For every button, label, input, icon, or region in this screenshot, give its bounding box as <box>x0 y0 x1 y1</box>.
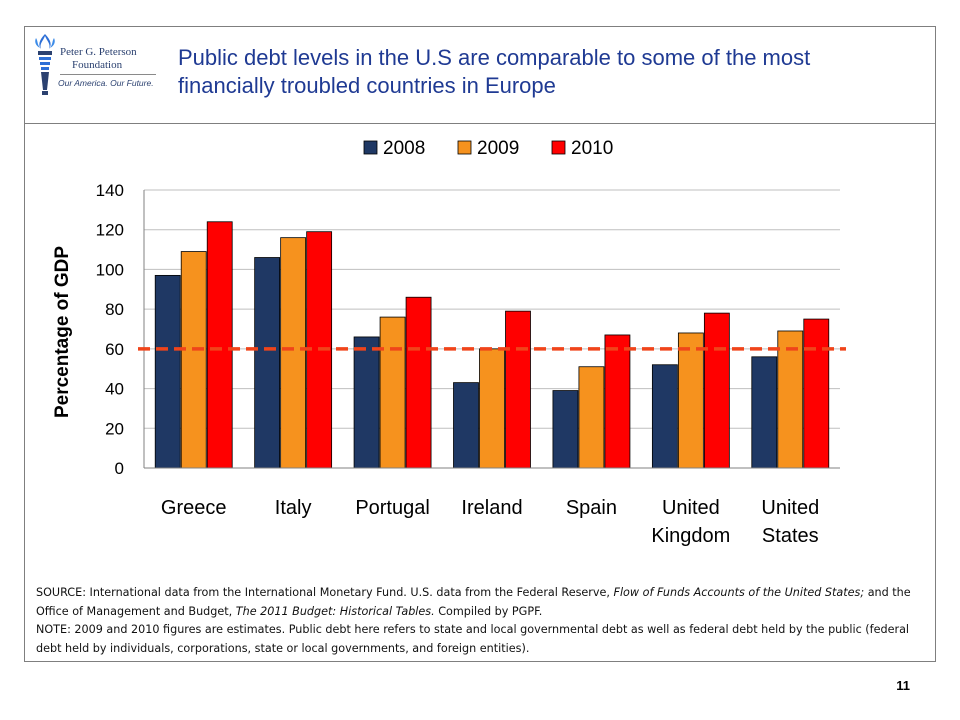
legend-label-2009: 2009 <box>477 138 519 159</box>
y-tick-label: 20 <box>105 419 124 438</box>
bar-2010-united-states <box>803 318 830 469</box>
bar-2008-greece <box>154 274 181 469</box>
logo-divider <box>60 74 156 75</box>
bar-2010-ireland <box>505 310 531 469</box>
x-tick-label: States <box>762 525 819 547</box>
y-tick-labels: 0 20 40 60 80 100 120 140 <box>96 181 124 478</box>
legend-label-2010: 2010 <box>571 138 613 159</box>
source-part-1: SOURCE: International data from the Inte… <box>36 586 614 599</box>
x-tick-label: Portugal <box>355 497 430 519</box>
x-tick-label: Italy <box>275 497 312 519</box>
bar-2009-united-kingdom <box>677 332 704 469</box>
logo-tagline: Our America. Our Future. <box>58 78 154 88</box>
legend-swatch-2009 <box>457 140 472 155</box>
y-tick-label: 120 <box>96 221 124 240</box>
y-tick-label: 40 <box>105 380 124 399</box>
bar-2010-spain <box>604 334 631 469</box>
bar-2009-greece <box>180 251 207 469</box>
bar-2010-united-kingdom <box>703 312 730 469</box>
axes <box>143 190 840 469</box>
bar-2010-greece <box>206 221 233 469</box>
source-part-2: and the Office of Management and Budget, <box>36 586 911 618</box>
y-axis-label: Percentage of GDP <box>52 246 73 418</box>
legend-swatch-2008 <box>363 140 378 155</box>
page-number: 11 <box>896 678 910 693</box>
x-tick-label: United <box>761 497 819 519</box>
note-text: NOTE: 2009 and 2010 figures are estimate… <box>36 623 910 655</box>
source-part-3: Compiled by PGPF. <box>434 604 543 618</box>
y-tick-label: 80 <box>105 300 124 319</box>
bar-2009-united-states <box>777 330 804 469</box>
bar-2008-italy <box>254 257 281 469</box>
source-italic-2: The 2011 Budget: Historical Tables. <box>235 604 435 618</box>
bar-2008-united-kingdom <box>651 364 678 469</box>
bar-2009-portugal <box>379 316 406 469</box>
bar-2008-ireland <box>453 382 479 469</box>
source-notes: SOURCE: International data from the Inte… <box>36 584 928 658</box>
bar-2008-portugal <box>353 336 380 469</box>
bar-2008-spain <box>552 390 579 469</box>
source-italic-1: Flow of Funds Accounts of the United Sta… <box>613 586 865 599</box>
source-text: SOURCE: International data from the Inte… <box>36 584 928 621</box>
bar-2010-portugal <box>405 296 432 469</box>
y-tick-label: 100 <box>96 260 124 279</box>
bar-chart: 0 20 40 60 80 100 120 140 Greece Italy Portugal Ir… <box>52 138 846 547</box>
x-tick-label: Greece <box>161 497 227 519</box>
x-tick-label: Kingdom <box>651 525 730 547</box>
x-tick-label: Ireland <box>461 497 522 519</box>
bar-2009-ireland <box>479 348 505 469</box>
logo-line-1: Peter G. Peterson <box>60 46 137 58</box>
slide-frame <box>24 26 936 662</box>
torch-icon <box>35 34 55 95</box>
y-tick-label: 140 <box>96 181 124 200</box>
y-tick-label: 60 <box>105 340 124 359</box>
bars <box>154 221 830 469</box>
x-tick-label: Spain <box>566 497 617 519</box>
x-tick-labels: Greece Italy Portugal Ireland Spain United Kin… <box>161 497 819 547</box>
legend-label-2008: 2008 <box>383 138 425 159</box>
page-title: Public debt levels in the U.S are compar… <box>178 45 811 98</box>
logo-line-2: Foundation <box>72 59 123 71</box>
slide-header <box>24 26 936 124</box>
bar-2008-united-states <box>751 356 778 469</box>
bar-2009-italy <box>280 237 307 469</box>
y-tick-label: 0 <box>115 459 124 478</box>
legend-swatch-2010 <box>551 140 566 155</box>
logo: Peter G. Peterson Foundation Our America… <box>32 32 162 98</box>
x-tick-label: United <box>662 497 720 519</box>
bar-2009-spain <box>578 366 605 469</box>
legend: 2008 2009 2010 <box>363 138 613 159</box>
